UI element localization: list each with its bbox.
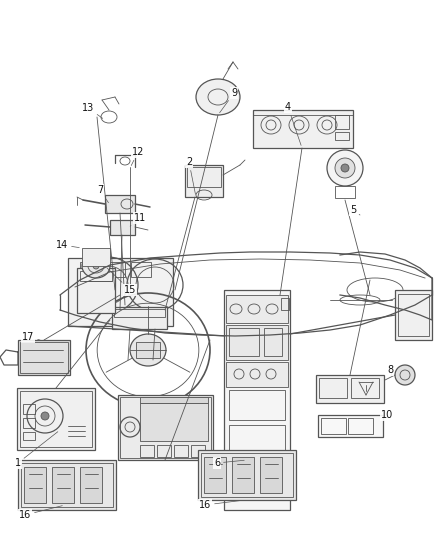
Bar [120, 397, 211, 458]
Bar [68, 258, 173, 326]
Bar [204, 457, 226, 493]
Bar [140, 397, 208, 403]
Bar [191, 445, 205, 457]
Text: 12: 12 [131, 147, 144, 166]
Bar [118, 395, 213, 460]
Text: 11: 11 [130, 213, 146, 226]
Bar [80, 467, 102, 503]
Bar [112, 307, 167, 329]
Bar [18, 460, 116, 510]
Text: 13: 13 [82, 103, 103, 118]
Bar [105, 262, 125, 277]
Ellipse shape [82, 254, 110, 278]
Bar [229, 425, 285, 455]
Bar [226, 362, 288, 387]
Bar [18, 340, 70, 375]
Bar [131, 262, 151, 277]
Bar [229, 460, 285, 490]
Text: 7: 7 [97, 185, 109, 203]
Bar [80, 262, 100, 277]
Ellipse shape [341, 164, 349, 172]
Bar [140, 445, 154, 457]
Bar [136, 342, 160, 358]
Bar [21, 463, 113, 507]
Bar [198, 450, 296, 500]
Bar [23, 404, 35, 414]
Text: 1: 1 [15, 432, 58, 468]
Bar [335, 132, 349, 140]
Bar [224, 290, 290, 510]
Ellipse shape [335, 158, 355, 178]
Bar [114, 309, 165, 317]
Bar [17, 388, 95, 450]
Bar [281, 298, 289, 310]
Bar [201, 453, 293, 497]
Bar [20, 342, 68, 373]
Bar [226, 295, 288, 323]
Bar [348, 418, 373, 434]
Bar [140, 403, 208, 441]
Text: 17: 17 [22, 332, 40, 342]
Bar [260, 457, 282, 493]
Bar [351, 378, 379, 398]
Bar [335, 186, 355, 198]
Text: 14: 14 [56, 240, 79, 250]
Bar [52, 467, 74, 503]
Bar [110, 220, 135, 235]
Text: 2: 2 [186, 157, 195, 194]
Text: 16: 16 [19, 506, 62, 520]
Text: 6: 6 [214, 458, 244, 468]
Ellipse shape [93, 263, 99, 269]
Bar [174, 445, 188, 457]
Bar [226, 325, 288, 360]
Bar [316, 375, 384, 403]
Bar [395, 290, 432, 340]
Bar [319, 378, 347, 398]
Text: 9: 9 [219, 88, 237, 113]
Ellipse shape [196, 79, 240, 115]
Ellipse shape [130, 334, 166, 366]
Ellipse shape [327, 150, 363, 186]
Ellipse shape [395, 365, 415, 385]
Bar [229, 328, 259, 356]
Bar [80, 271, 112, 281]
Bar [23, 418, 35, 428]
Bar [23, 432, 35, 440]
Bar [229, 390, 285, 420]
Text: 5: 5 [350, 205, 360, 215]
Bar [157, 445, 171, 457]
Text: 8: 8 [387, 365, 393, 375]
Bar [321, 418, 346, 434]
Bar [232, 457, 254, 493]
Bar [82, 248, 110, 266]
Bar [24, 467, 46, 503]
Ellipse shape [41, 412, 49, 420]
Bar [253, 110, 353, 148]
Bar [335, 115, 349, 129]
Bar [264, 328, 282, 356]
Bar [185, 165, 223, 197]
Bar [20, 391, 92, 447]
Text: 10: 10 [381, 410, 393, 420]
Text: 16: 16 [199, 500, 242, 510]
Bar [105, 195, 135, 213]
Bar [318, 415, 383, 437]
Text: 15: 15 [107, 268, 136, 295]
Bar [77, 268, 115, 313]
Bar [398, 294, 429, 336]
Bar [187, 167, 221, 187]
Text: 4: 4 [285, 102, 301, 146]
